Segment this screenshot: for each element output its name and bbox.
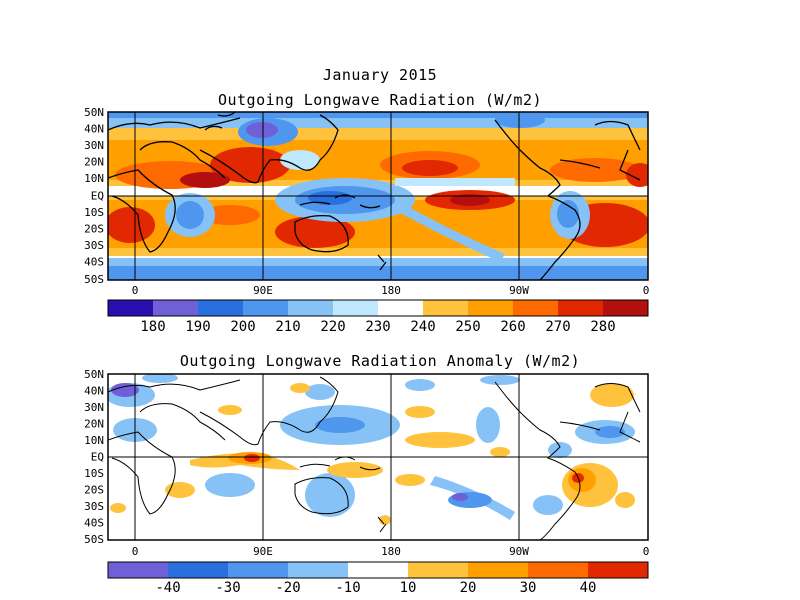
- lon-label: 0: [132, 545, 139, 558]
- colorbar-label: 260: [500, 319, 525, 335]
- figure-title: January 2015: [322, 66, 438, 84]
- lon-label: 180: [381, 545, 401, 558]
- colorbar-label: 200: [230, 319, 255, 335]
- colorbar-label: 240: [410, 319, 435, 335]
- lat-label: 30S: [84, 500, 104, 513]
- lat-label: 50N: [84, 368, 104, 381]
- lat-label: 10S: [84, 467, 104, 480]
- lat-label: 20N: [84, 156, 104, 169]
- lat-label: 20N: [84, 418, 104, 431]
- colorbar-swatch: [423, 300, 469, 316]
- lat-label: 50S: [84, 273, 104, 286]
- lat-label: EQ: [91, 190, 104, 203]
- olr-colorbar-labels: 180 190 200 210 220 230 240 250 260 270 …: [140, 319, 615, 335]
- lon-label: 180: [381, 284, 401, 297]
- olr-lat-axis: 50N 40N 30N 20N 10N EQ 10S 20S 30S 40S 5…: [84, 106, 104, 286]
- colorbar-label: 40: [580, 580, 597, 596]
- colorbar-label: 180: [140, 319, 165, 335]
- lon-label: 90E: [253, 545, 273, 558]
- colorbar-swatch: [468, 562, 529, 578]
- colorbar-swatch: [378, 300, 424, 316]
- lon-label: 0: [643, 545, 650, 558]
- olr-gridlines: [108, 112, 648, 280]
- lat-label: 50N: [84, 106, 104, 119]
- olr-colorbar: 180 190 200 210 220 230 240 250 260 270 …: [107, 299, 649, 335]
- colorbar-label: -30: [215, 580, 240, 596]
- anomaly-map: 50N 40N 30N 20N 10N EQ 10S 20S 30S 40S 5…: [84, 368, 649, 558]
- anomaly-lat-axis: 50N 40N 30N 20N 10N EQ 10S 20S 30S 40S 5…: [84, 368, 104, 546]
- colorbar-label: -40: [155, 580, 180, 596]
- colorbar-label: 190: [185, 319, 210, 335]
- colorbar-swatch: [558, 300, 604, 316]
- colorbar-swatch: [288, 562, 349, 578]
- anomaly-map-title: Outgoing Longwave Radiation Anomaly (W/m…: [179, 352, 581, 370]
- olr-field: [108, 112, 648, 280]
- anomaly-gridlines: [108, 374, 648, 540]
- anomaly-map-frame: [107, 373, 649, 541]
- colorbar-label: 210: [275, 319, 300, 335]
- colorbar-label: 10: [400, 580, 417, 596]
- olr-map: 50N 40N 30N 20N 10N EQ 10S 20S 30S 40S 5…: [84, 106, 650, 297]
- lat-label: EQ: [91, 451, 104, 464]
- anomaly-colorbar-swatches: [108, 562, 649, 578]
- anomaly-coastlines: [108, 376, 641, 540]
- lat-label: 30N: [84, 139, 104, 152]
- colorbar-swatch: [588, 562, 649, 578]
- lat-label: 40N: [84, 123, 104, 136]
- colorbar-label: 230: [365, 319, 390, 335]
- colorbar-swatch: [348, 562, 409, 578]
- colorbar-swatch: [243, 300, 289, 316]
- lat-label: 40N: [84, 385, 104, 398]
- lat-label: 10N: [84, 172, 104, 185]
- colorbar-swatch: [228, 562, 289, 578]
- olr-map-title: Outgoing Longwave Radiation (W/m2): [217, 91, 543, 109]
- colorbar-swatch: [528, 562, 589, 578]
- lon-label: 90E: [253, 284, 273, 297]
- olr-lon-axis: 0 90E 180 90W 0: [132, 284, 650, 297]
- lat-label: 30S: [84, 239, 104, 252]
- colorbar-label: 250: [455, 319, 480, 335]
- colorbar-swatch: [198, 300, 244, 316]
- colorbar-swatch: [333, 300, 379, 316]
- olr-map-frame: [107, 111, 649, 281]
- lon-label: 0: [132, 284, 139, 297]
- lat-label: 10N: [84, 434, 104, 447]
- colorbar-swatch: [153, 300, 199, 316]
- colorbar-swatch: [408, 562, 469, 578]
- colorbar-label: 30: [520, 580, 537, 596]
- lat-label: 40S: [84, 256, 104, 269]
- olr-colorbar-frame: [107, 299, 649, 317]
- lat-label: 30N: [84, 401, 104, 414]
- colorbar-label: 270: [545, 319, 570, 335]
- lat-label: 40S: [84, 517, 104, 530]
- colorbar-label: 280: [590, 319, 615, 335]
- anomaly-colorbar-frame: [107, 561, 649, 579]
- lon-label: 90W: [509, 284, 529, 297]
- colorbar-swatch: [288, 300, 334, 316]
- colorbar-swatch: [513, 300, 559, 316]
- colorbar-swatch: [603, 300, 649, 316]
- colorbar-swatch: [468, 300, 514, 316]
- colorbar-label: 20: [460, 580, 477, 596]
- colorbar-label: -20: [275, 580, 300, 596]
- colorbar-label: -10: [335, 580, 360, 596]
- colorbar-swatch: [108, 300, 154, 316]
- anomaly-lon-axis: 0 90E 180 90W 0: [132, 545, 650, 558]
- anomaly-field: [108, 374, 635, 525]
- olr-colorbar-swatches: [108, 300, 649, 316]
- anomaly-colorbar-labels: -40 -30 -20 -10 10 20 30 40: [155, 580, 596, 596]
- colorbar-swatch: [108, 562, 169, 578]
- anomaly-colorbar: -40 -30 -20 -10 10 20 30 40: [107, 561, 649, 596]
- lat-label: 10S: [84, 206, 104, 219]
- colorbar-label: 220: [320, 319, 345, 335]
- lon-label: 90W: [509, 545, 529, 558]
- colorbar-swatch: [168, 562, 229, 578]
- lat-label: 50S: [84, 533, 104, 546]
- lat-label: 20S: [84, 223, 104, 236]
- lon-label: 0: [643, 284, 650, 297]
- lat-label: 20S: [84, 484, 104, 497]
